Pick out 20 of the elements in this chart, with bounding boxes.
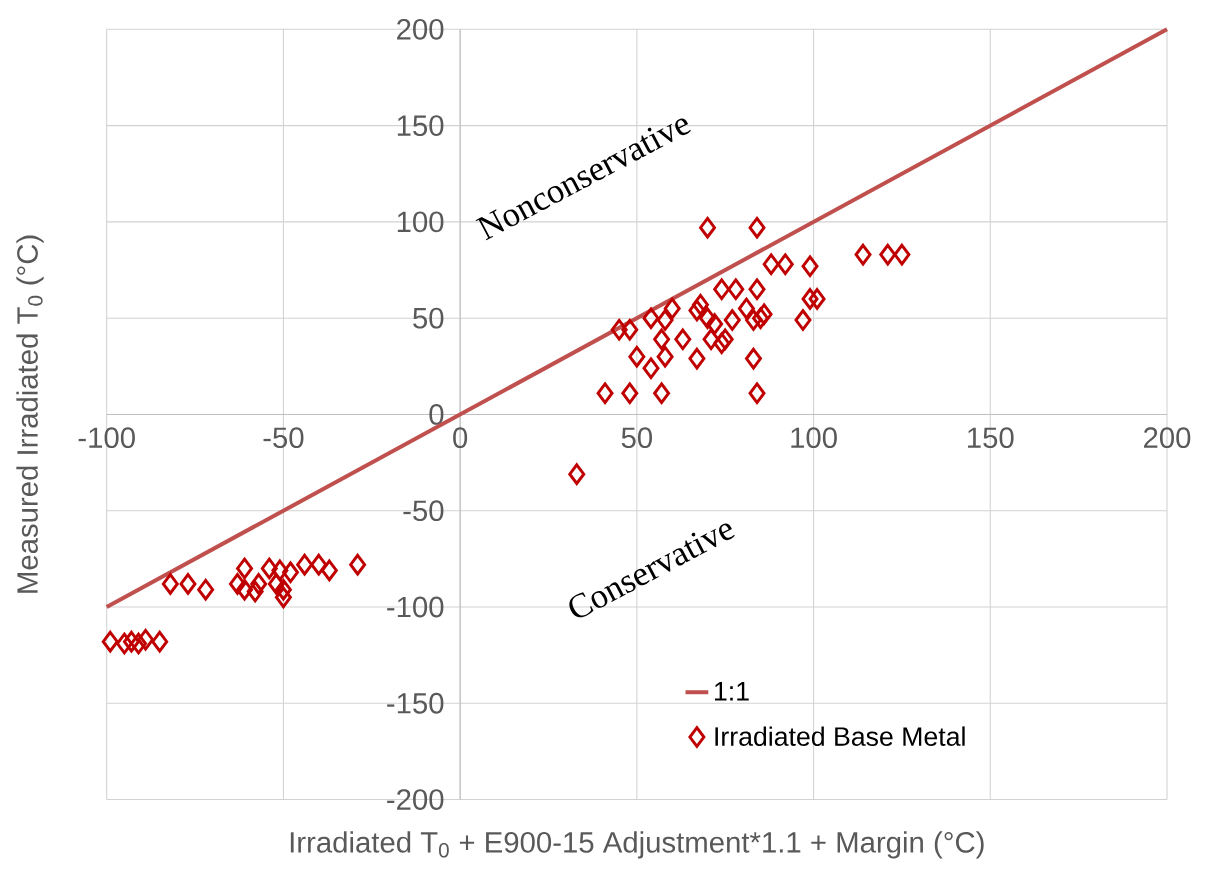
y-tick-label: 100 bbox=[397, 211, 444, 233]
x-tick-label: 100 bbox=[791, 427, 837, 449]
y-tick-label: 50 bbox=[413, 307, 444, 329]
y-axis-title: Measured Irradiated T$_{0}$ (°C) bbox=[16, 235, 44, 593]
x-tick-label: -50 bbox=[263, 427, 304, 449]
y-tick-label: 0 bbox=[429, 404, 444, 426]
x-tick-label: 200 bbox=[1144, 427, 1191, 449]
y-tick-label: 150 bbox=[397, 115, 444, 137]
x-tick-label: 0 bbox=[453, 427, 468, 449]
legend-label: Irradiated Base Metal bbox=[715, 726, 965, 747]
y-tick-label: -150 bbox=[387, 693, 444, 714]
x-axis-title: Irradiated T$_{0}$ + E900-15 Adjustment*1.1 + Margin (°C) bbox=[290, 831, 984, 859]
legend-label: 1:1 bbox=[714, 682, 749, 701]
y-tick-label: -50 bbox=[403, 500, 444, 522]
x-tick-label: 50 bbox=[621, 427, 653, 449]
x-tick-label: 150 bbox=[968, 427, 1014, 449]
y-tick-label: 200 bbox=[397, 19, 444, 40]
y-tick-label: -100 bbox=[387, 596, 444, 618]
x-tick-label: -100 bbox=[78, 427, 135, 449]
y-tick-label: -200 bbox=[387, 789, 444, 811]
